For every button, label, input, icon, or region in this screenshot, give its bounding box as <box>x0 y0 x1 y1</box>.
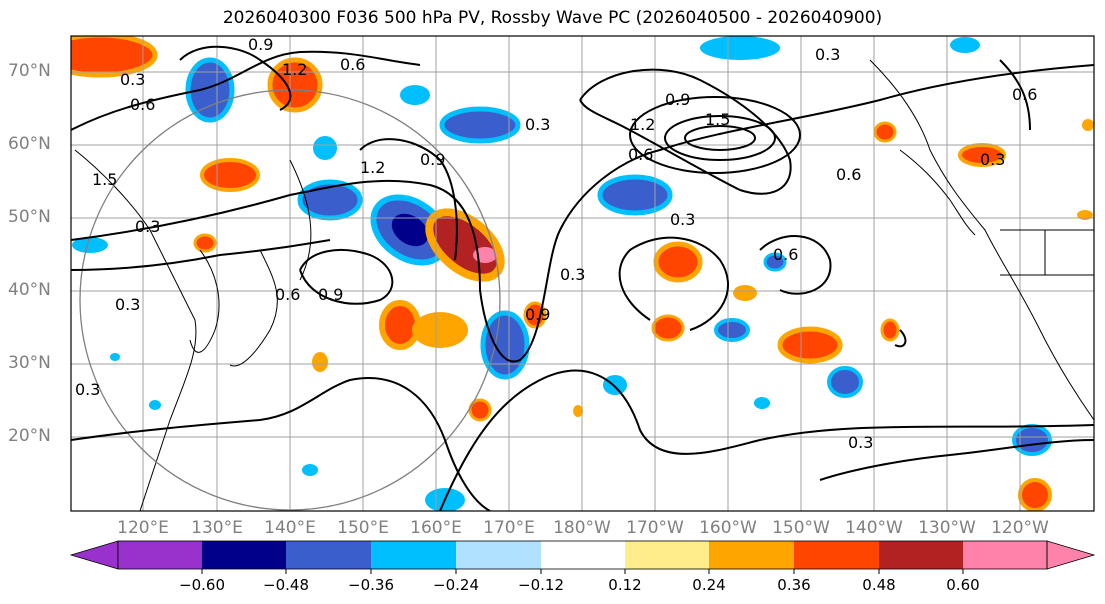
colorbar-tick-label: 0.36 <box>777 576 811 594</box>
contour-label: 0.3 <box>120 70 145 89</box>
colorbar-tick-label: −0.24 <box>433 576 479 594</box>
contour-label: 1.5 <box>705 110 730 129</box>
colorbar-extend-high <box>1046 540 1096 570</box>
colorbar-tick-label: 0.60 <box>946 576 980 594</box>
contour-label: 0.9 <box>318 285 343 304</box>
colorbar-tick-label: 0.12 <box>608 576 642 594</box>
colorbar-tick-label: −0.60 <box>179 576 225 594</box>
contour-label: 1.2 <box>630 115 655 134</box>
contour-label: 0.3 <box>135 217 160 236</box>
colorbar-extend-low <box>69 540 119 570</box>
lon-label: 130°E <box>191 518 243 538</box>
lat-label-40n: 40°N <box>8 280 51 300</box>
lon-label: 160°W <box>699 518 757 538</box>
lon-label: 120°E <box>117 518 169 538</box>
contour-label: 0.6 <box>773 245 798 264</box>
lon-label: 150°W <box>772 518 830 538</box>
contour-label: 0.6 <box>130 95 155 114</box>
colorbar-tick-label: 0.24 <box>692 576 726 594</box>
lon-label: 160°E <box>410 518 462 538</box>
contour-label: 1.5 <box>92 170 117 189</box>
lon-label: 140°W <box>845 518 903 538</box>
contour-label: 0.3 <box>980 150 1005 169</box>
lat-label-30n: 30°N <box>8 353 51 373</box>
contour-label: 0.3 <box>848 433 873 452</box>
contour-label: 0.9 <box>420 150 445 169</box>
lon-label: 120°W <box>991 518 1049 538</box>
lon-label: 170°W <box>626 518 684 538</box>
lat-label-60n: 60°N <box>8 134 51 154</box>
contour-label: 0.9 <box>665 90 690 109</box>
lon-label: 170°E <box>483 518 535 538</box>
colorbar-tick-label: 0.48 <box>862 576 896 594</box>
colorbar-tick-label: −0.36 <box>348 576 394 594</box>
lon-label: 150°E <box>337 518 389 538</box>
contour-label: 0.6 <box>275 285 300 304</box>
lat-label-70n: 70°N <box>8 61 51 81</box>
contour-label: 0.3 <box>115 295 140 314</box>
contour-label: 0.6 <box>1012 85 1037 104</box>
colorbar-tick-label: −0.12 <box>518 576 564 594</box>
colorbar <box>69 540 1096 574</box>
pv-contours <box>71 45 1094 511</box>
colorbar-tick-label: −0.48 <box>263 576 309 594</box>
contour-label: 1.2 <box>360 158 385 177</box>
contour-label: 0.9 <box>525 305 550 324</box>
contour-label: 0.3 <box>670 210 695 229</box>
graticule <box>71 36 1094 511</box>
lat-label-20n: 20°N <box>8 426 51 446</box>
map-title: 2026040300 F036 500 hPa PV, Rossby Wave … <box>222 8 883 28</box>
contour-label: 0.6 <box>836 165 861 184</box>
contour-label: 0.9 <box>248 35 273 54</box>
lon-label: 130°W <box>918 518 976 538</box>
contour-label: 0.6 <box>628 145 653 164</box>
contour-label: 1.2 <box>282 60 307 79</box>
contour-label: 0.3 <box>815 45 840 64</box>
lon-label: 180°W <box>553 518 611 538</box>
contour-label: 0.6 <box>340 55 365 74</box>
coastlines <box>74 59 1094 511</box>
map-content: 0.3 0.6 0.3 0.9 1.2 1.5 1.2 0.9 0.6 0.9 … <box>71 35 1094 511</box>
contour-label: 0.3 <box>525 115 550 134</box>
contour-label: 0.3 <box>75 380 100 399</box>
contour-label: 0.3 <box>560 265 585 284</box>
lon-label: 140°E <box>264 518 316 538</box>
map-frame <box>70 35 1095 512</box>
lat-label-50n: 50°N <box>8 207 51 227</box>
